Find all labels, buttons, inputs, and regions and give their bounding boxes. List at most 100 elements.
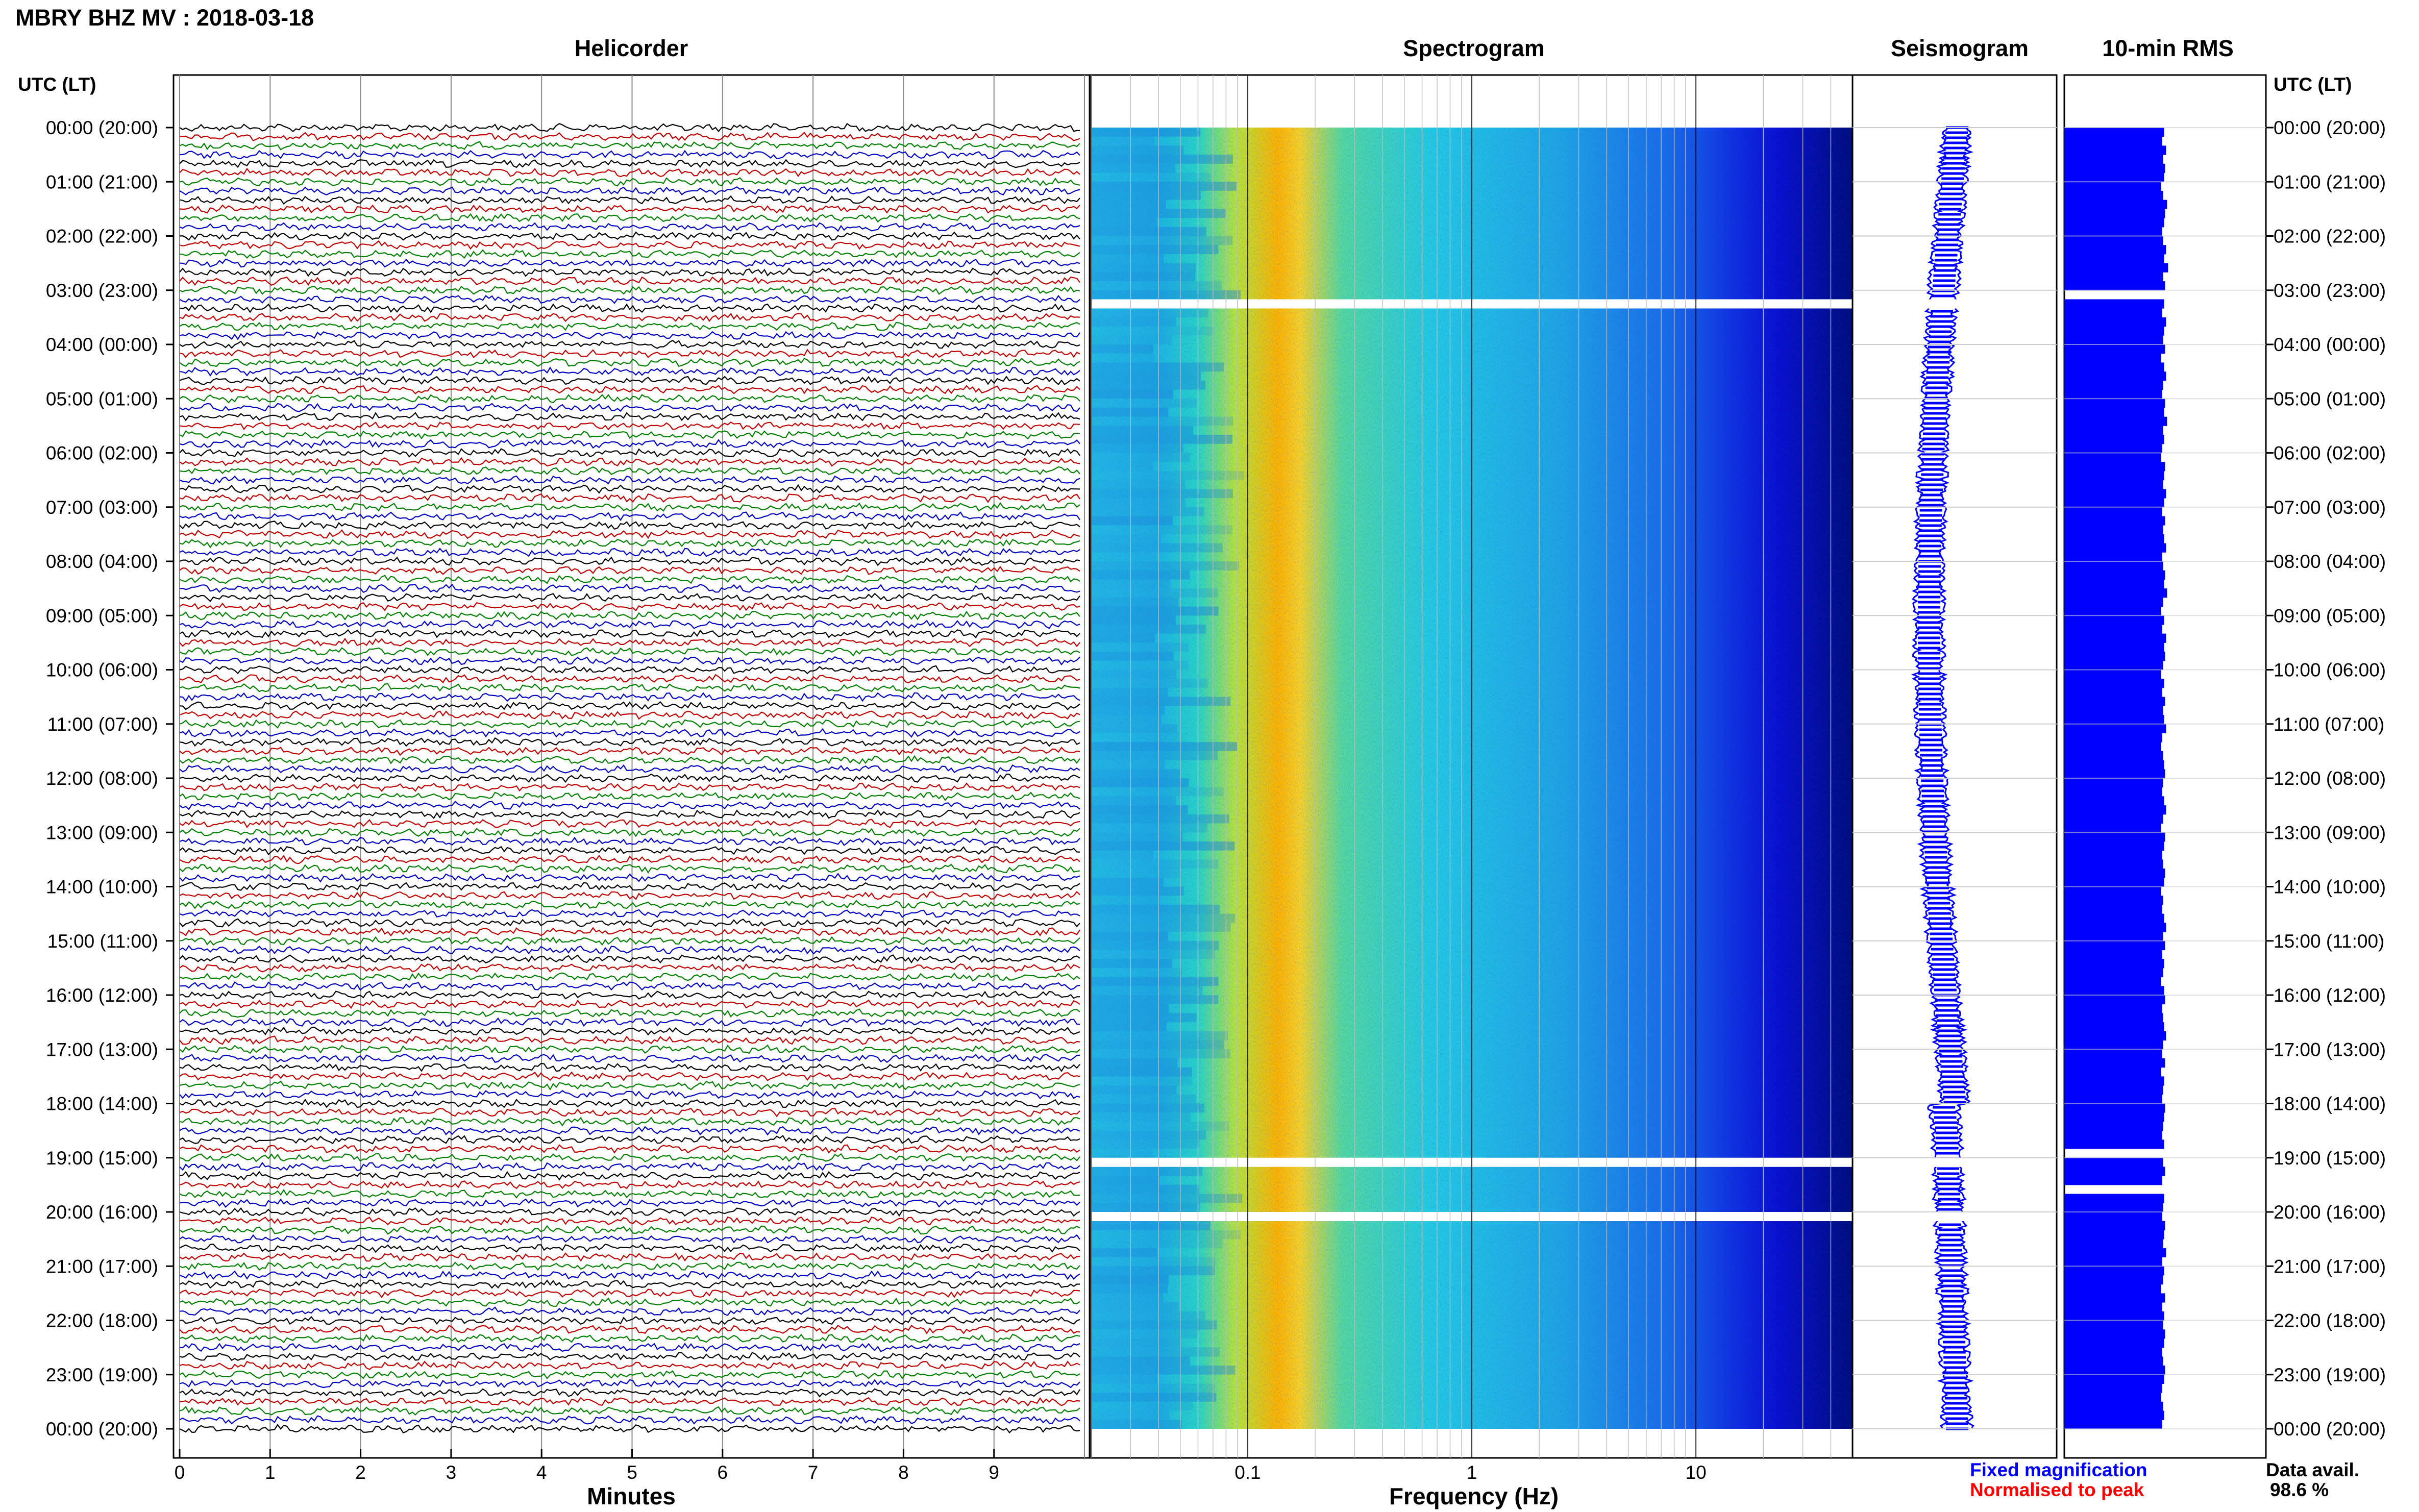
helicorder-panel bbox=[172, 74, 1091, 1459]
rms-bar bbox=[2064, 1338, 2164, 1348]
rms-bar bbox=[2064, 1320, 2163, 1330]
rms-bar bbox=[2064, 489, 2166, 499]
helicorder-trace bbox=[179, 629, 1080, 639]
spectrogram-row bbox=[1091, 823, 1207, 833]
helicorder-trace bbox=[179, 1261, 1080, 1271]
spectrogram-row bbox=[1091, 940, 1219, 950]
time-label-right: 12:00 (08:00) bbox=[2274, 768, 2386, 789]
rms-bar bbox=[2064, 923, 2166, 932]
rms-bar bbox=[2064, 1194, 2164, 1203]
helicorder-trace bbox=[179, 737, 1080, 747]
time-label-right: 22:00 (18:00) bbox=[2274, 1310, 2386, 1331]
rms-bar bbox=[2064, 652, 2165, 661]
time-label-left: 23:00 (19:00) bbox=[46, 1365, 158, 1385]
rms-bar bbox=[2064, 163, 2165, 173]
helicorder-trace bbox=[179, 1144, 1080, 1154]
rms-bar bbox=[2064, 724, 2166, 733]
spectrogram-row bbox=[1091, 1266, 1215, 1275]
rms-bar bbox=[2064, 706, 2163, 715]
spectrogram-row bbox=[1091, 1094, 1197, 1104]
rms-bar bbox=[2064, 1121, 2163, 1131]
spectrogram-row bbox=[1091, 462, 1153, 471]
rms-bar bbox=[2064, 407, 2164, 417]
rms-bar bbox=[2064, 579, 2164, 589]
rms-bar bbox=[2064, 1347, 2162, 1357]
rms-bar bbox=[2064, 344, 2165, 354]
spectrogram-row bbox=[1091, 1410, 1170, 1420]
helicorder-trace bbox=[179, 1225, 1080, 1235]
spectrogram-row bbox=[1091, 652, 1174, 661]
rms-bar bbox=[2064, 209, 2165, 218]
rms-bar bbox=[2064, 950, 2162, 959]
spectrogram-row bbox=[1091, 1393, 1217, 1402]
time-label-right: 09:00 (05:00) bbox=[2274, 605, 2386, 626]
spectrogram-row bbox=[1091, 1040, 1224, 1050]
spectrogram-xlabel: Frequency (Hz) bbox=[1389, 1483, 1559, 1509]
helicorder-trace bbox=[179, 990, 1080, 1000]
time-label-left: 17:00 (13:00) bbox=[46, 1039, 158, 1060]
helicorder-trace bbox=[179, 900, 1080, 910]
spectrogram-row bbox=[1091, 913, 1236, 923]
spectrogram-row bbox=[1091, 453, 1190, 462]
time-label-right: 18:00 (14:00) bbox=[2274, 1094, 2386, 1114]
rms-bar bbox=[2064, 1031, 2166, 1041]
rms-bar bbox=[2064, 136, 2162, 146]
rms-bar bbox=[2064, 859, 2163, 869]
spectrogram-row bbox=[1091, 236, 1233, 245]
spectrogram-row bbox=[1091, 687, 1168, 697]
spectrogram-row bbox=[1091, 760, 1165, 770]
helicorder-trace bbox=[179, 683, 1080, 692]
time-label-left: 09:00 (05:00) bbox=[46, 605, 158, 626]
rms-bar bbox=[2064, 1139, 2164, 1149]
helicorder-trace bbox=[179, 548, 1080, 557]
spectrogram-row bbox=[1091, 751, 1218, 760]
spectrogram-row bbox=[1091, 254, 1164, 263]
helicorder-trace bbox=[179, 412, 1080, 422]
spectrogram-row bbox=[1091, 1022, 1167, 1031]
time-label-right: 16:00 (12:00) bbox=[2274, 985, 2386, 1006]
page-title: MBRY BHZ MV : 2018-03-18 bbox=[15, 5, 314, 31]
rms-bar bbox=[2064, 245, 2166, 255]
helicorder-trace bbox=[179, 1198, 1080, 1208]
helicorder-trace bbox=[179, 755, 1080, 765]
helicorder-trace bbox=[179, 1405, 1080, 1416]
spectrogram-row bbox=[1091, 1420, 1182, 1429]
helicorder-trace bbox=[179, 602, 1080, 612]
spectrogram-row bbox=[1091, 136, 1155, 146]
rms-bar bbox=[2064, 317, 2166, 327]
rms-bar bbox=[2064, 1275, 2163, 1285]
spectrogram-row bbox=[1091, 796, 1176, 806]
helicorder-tick-label: 3 bbox=[446, 1462, 457, 1483]
helicorder-trace bbox=[179, 1424, 1080, 1434]
helicorder-trace bbox=[179, 981, 1080, 991]
rms-bar bbox=[2064, 1067, 2161, 1077]
rms-bar bbox=[2064, 932, 2163, 941]
rms-bar bbox=[2064, 751, 2163, 761]
spectrogram-row bbox=[1091, 1176, 1160, 1185]
spectrogram-row bbox=[1091, 172, 1211, 182]
rms-bar bbox=[2064, 1085, 2163, 1095]
spectrogram-row bbox=[1091, 1031, 1228, 1040]
spectrogram-row bbox=[1091, 1401, 1193, 1411]
time-label-right: 15:00 (11:00) bbox=[2274, 931, 2384, 952]
time-label-left: 01:00 (21:00) bbox=[46, 171, 158, 192]
helicorder-trace bbox=[179, 927, 1080, 937]
spectrogram-row bbox=[1091, 1004, 1169, 1013]
rms-bar bbox=[2064, 1022, 2164, 1032]
spectrogram-row bbox=[1091, 335, 1172, 344]
helicorder-trace bbox=[179, 556, 1080, 566]
helicorder-trace bbox=[179, 1134, 1080, 1145]
helicorder-trace bbox=[179, 1017, 1080, 1027]
helicorder-trace bbox=[179, 403, 1080, 413]
rms-bar bbox=[2064, 588, 2167, 598]
time-label-left: 10:00 (06:00) bbox=[46, 660, 158, 681]
rms-bar bbox=[2064, 968, 2163, 978]
rms-bar bbox=[2064, 561, 2163, 571]
time-label-right: 23:00 (19:00) bbox=[2274, 1365, 2386, 1385]
rms-bar bbox=[2064, 1266, 2164, 1276]
helicorder-trace bbox=[179, 204, 1080, 214]
helicorder-trace bbox=[179, 1080, 1080, 1090]
helicorder-trace bbox=[179, 909, 1080, 919]
spectrogram-row bbox=[1091, 886, 1184, 896]
spectrogram-row bbox=[1091, 1121, 1229, 1131]
